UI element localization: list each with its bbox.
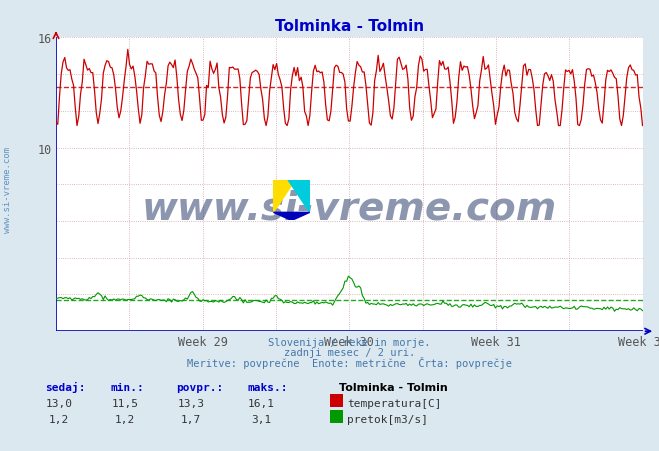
- Text: 1,2: 1,2: [49, 414, 69, 423]
- Polygon shape: [273, 213, 310, 221]
- Polygon shape: [288, 180, 310, 213]
- Text: temperatura[C]: temperatura[C]: [347, 398, 442, 408]
- Text: sedaj:: sedaj:: [45, 381, 85, 392]
- Text: povpr.:: povpr.:: [177, 382, 224, 392]
- Text: www.si-vreme.com: www.si-vreme.com: [142, 189, 557, 227]
- Text: pretok[m3/s]: pretok[m3/s]: [347, 414, 428, 423]
- Text: maks.:: maks.:: [247, 382, 287, 392]
- Text: min.:: min.:: [111, 382, 144, 392]
- Text: Tolminka - Tolmin: Tolminka - Tolmin: [339, 382, 448, 392]
- Text: www.si-vreme.com: www.si-vreme.com: [3, 147, 13, 232]
- Text: 16,1: 16,1: [248, 398, 275, 408]
- Text: 13,0: 13,0: [46, 398, 72, 408]
- Text: 3,1: 3,1: [252, 414, 272, 423]
- Text: 1,2: 1,2: [115, 414, 135, 423]
- Polygon shape: [273, 180, 295, 213]
- Text: 11,5: 11,5: [112, 398, 138, 408]
- Title: Tolminka - Tolmin: Tolminka - Tolmin: [275, 19, 424, 34]
- Text: zadnji mesec / 2 uri.: zadnji mesec / 2 uri.: [283, 347, 415, 357]
- Text: 1,7: 1,7: [181, 414, 201, 423]
- Text: Slovenija / reke in morje.: Slovenija / reke in morje.: [268, 337, 430, 347]
- Text: Meritve: povprečne  Enote: metrične  Črta: povprečje: Meritve: povprečne Enote: metrične Črta:…: [186, 356, 512, 368]
- Text: 13,3: 13,3: [178, 398, 204, 408]
